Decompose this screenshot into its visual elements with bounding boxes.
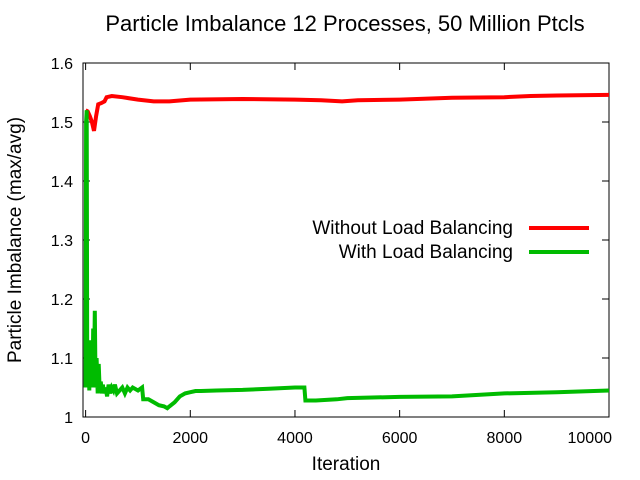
chart-title: Particle Imbalance 12 Processes, 50 Mill… (105, 11, 584, 36)
series-line-without-load-balancing (84, 92, 610, 132)
x-tick-label: 0 (81, 430, 90, 447)
y-tick-label: 1.6 (51, 56, 73, 73)
legend-label: Without Load Balancing (312, 218, 513, 239)
y-tick-label: 1.3 (51, 233, 73, 250)
series-line-with-load-balancing (83, 110, 610, 411)
x-axis: 0 2000 4000 6000 8000 10000 (81, 63, 612, 447)
x-tick-label: 8000 (487, 430, 523, 447)
y-axis-label: Particle Imbalance (max/avg) (5, 117, 26, 363)
x-tick-label: 10000 (568, 430, 613, 447)
series-group (83, 92, 610, 411)
x-tick-label: 4000 (277, 430, 313, 447)
x-tick-label: 6000 (382, 430, 418, 447)
y-axis: 1 1.1 1.2 1.3 1.4 1.5 1.6 (51, 56, 609, 427)
legend: Without Load Balancing With Load Balancin… (312, 218, 589, 263)
y-tick-label: 1 (64, 410, 73, 427)
plot-frame (82, 62, 610, 418)
x-axis-label: Iteration (312, 454, 381, 475)
y-tick-label: 1.4 (51, 174, 73, 191)
legend-label: With Load Balancing (339, 242, 513, 263)
y-tick-label: 1.5 (51, 115, 73, 132)
y-tick-label: 1.1 (51, 351, 73, 368)
x-tick-label: 2000 (172, 430, 208, 447)
y-tick-label: 1.2 (51, 292, 73, 309)
